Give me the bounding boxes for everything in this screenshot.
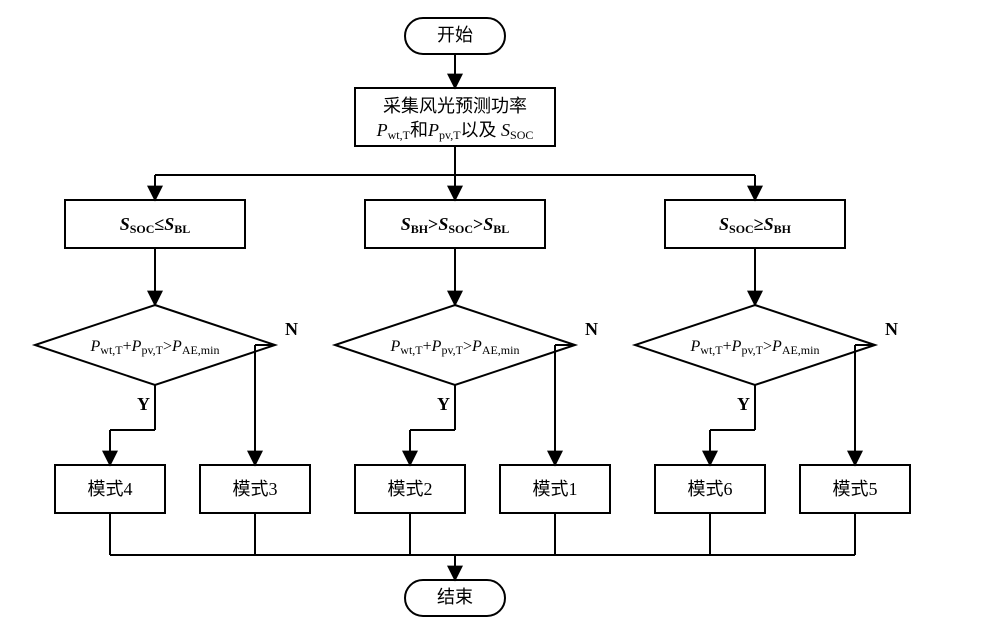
svg-text:Pwt,T+Ppv,T>PAE,min: Pwt,T+Ppv,T>PAE,min [390,338,520,357]
svg-text:模式1: 模式1 [533,479,578,499]
svg-text:结束: 结束 [437,587,473,607]
svg-text:SSOC≥SBH: SSOC≥SBH [719,214,792,236]
svg-text:模式3: 模式3 [233,479,278,499]
svg-text:N: N [885,319,898,339]
svg-text:Pwt,T+Ppv,T>PAE,min: Pwt,T+Ppv,T>PAE,min [690,338,820,357]
svg-text:模式6: 模式6 [688,479,733,499]
svg-text:Pwt,T+Ppv,T>PAE,min: Pwt,T+Ppv,T>PAE,min [90,338,220,357]
svg-text:采集风光预测功率: 采集风光预测功率 [383,96,527,116]
svg-text:模式4: 模式4 [88,479,133,499]
svg-text:N: N [585,319,598,339]
svg-text:开始: 开始 [437,25,473,45]
svg-text:Y: Y [137,394,150,414]
svg-text:SBH>SSOC>SBL: SBH>SSOC>SBL [401,214,510,236]
svg-text:模式5: 模式5 [833,479,878,499]
svg-text:Pwt,T和Ppv,T以及 SSOC: Pwt,T和Ppv,T以及 SSOC [376,120,534,142]
svg-text:Y: Y [437,394,450,414]
svg-text:Y: Y [737,394,750,414]
svg-text:N: N [285,319,298,339]
svg-text:模式2: 模式2 [388,479,433,499]
svg-text:SSOC≤SBL: SSOC≤SBL [120,214,191,236]
